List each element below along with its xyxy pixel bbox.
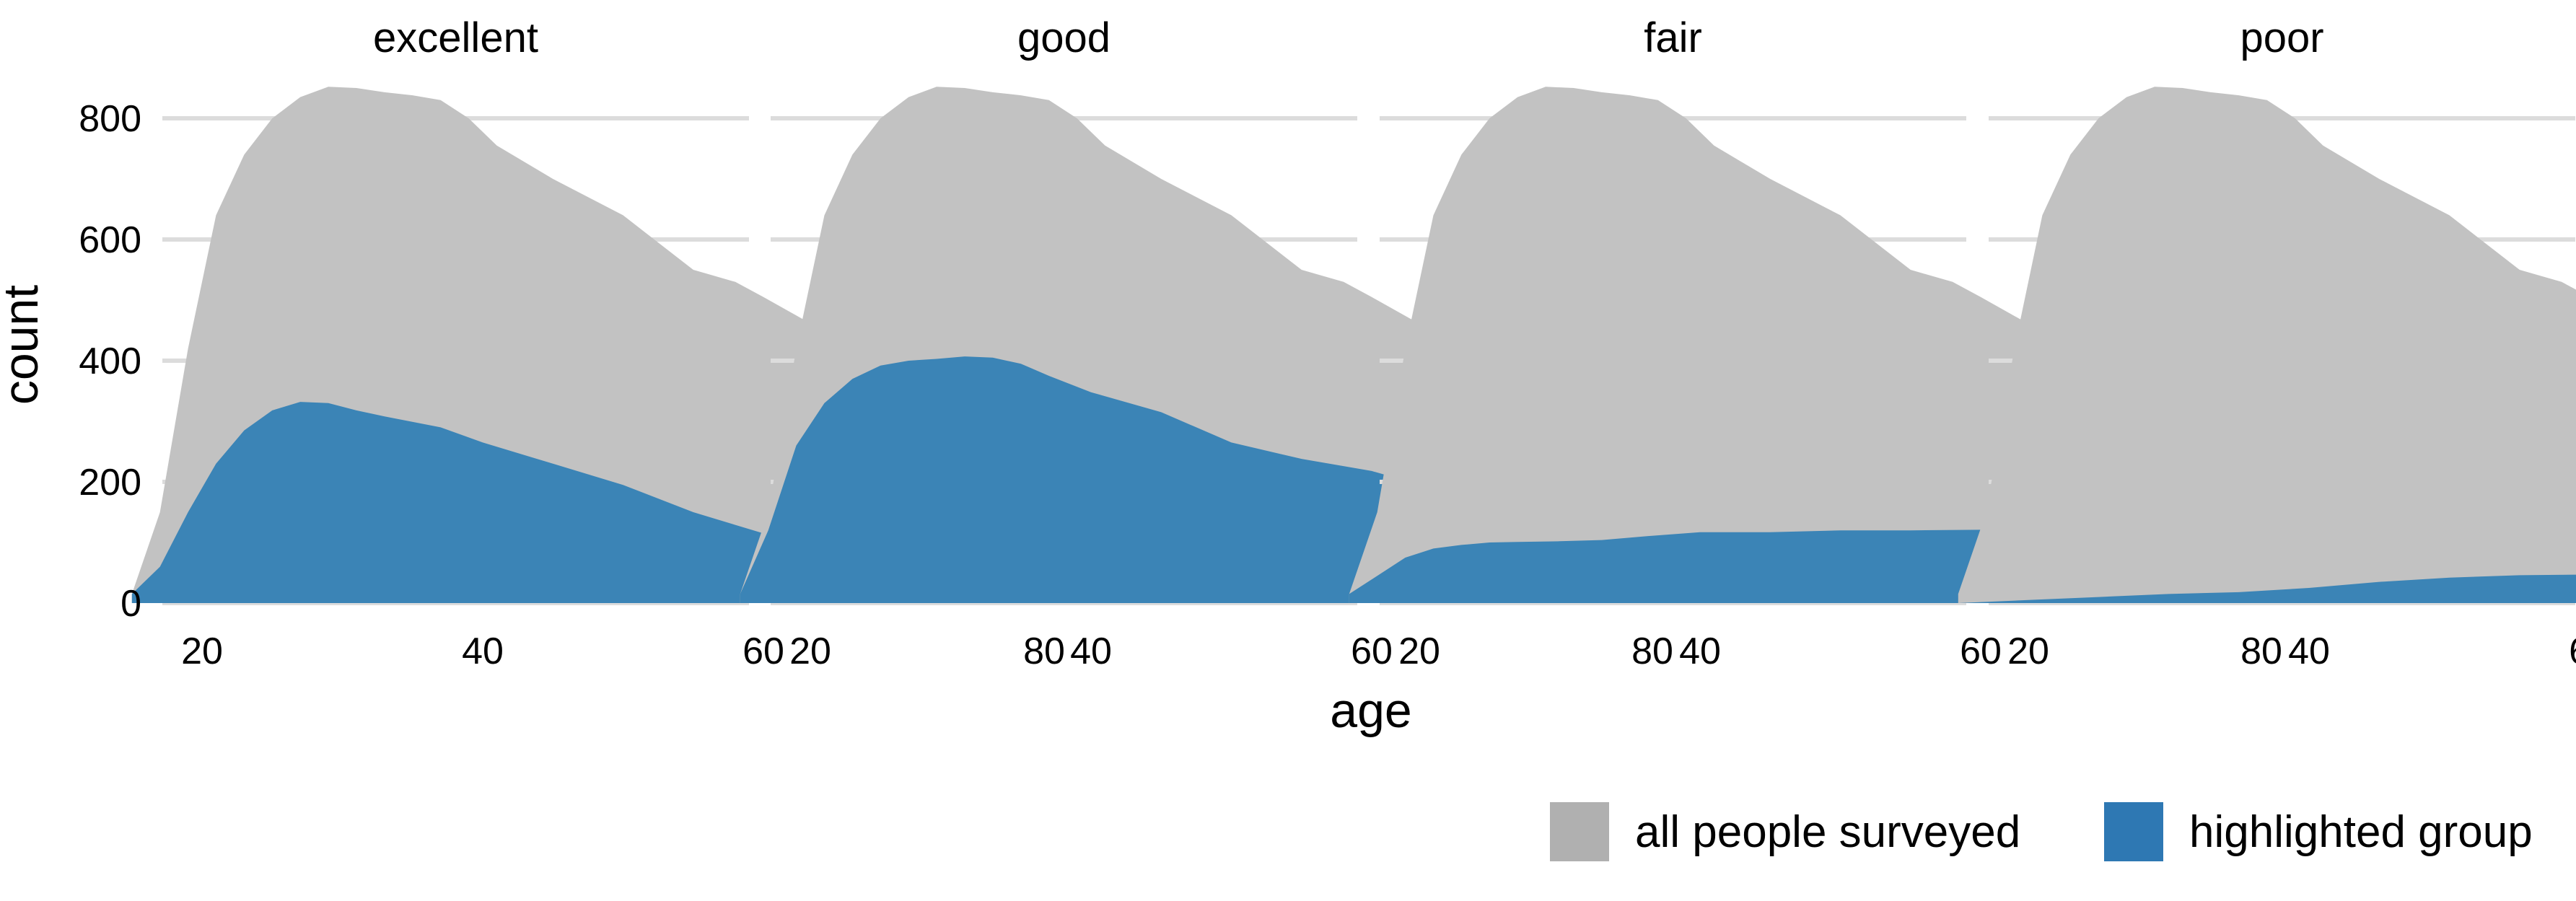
facet-title: good — [1017, 14, 1110, 61]
x-tick-label: 20 — [181, 630, 223, 672]
facet-title: fair — [1644, 14, 1702, 61]
y-tick-label: 200 — [79, 462, 141, 504]
legend-label-all-people: all people surveyed — [1635, 807, 2020, 857]
x-tick-label: 60 — [742, 630, 784, 672]
x-tick-label: 20 — [2007, 630, 2049, 672]
area-all-people-surveyed — [1958, 87, 2576, 603]
facet-title: poor — [2240, 14, 2323, 61]
legend-label-highlighted-group: highlighted group — [2189, 807, 2533, 857]
x-tick-label: 60 — [1960, 630, 2002, 672]
y-tick-label: 800 — [79, 98, 141, 140]
y-tick-label: 600 — [79, 219, 141, 261]
y-tick-label: 400 — [79, 340, 141, 382]
legend: all people surveyed highlighted group — [1550, 802, 2533, 861]
x-tick-label: 60 — [1351, 630, 1393, 672]
x-tick-label: 40 — [2288, 630, 2330, 672]
x-tick-label: 80 — [1631, 630, 1673, 672]
x-tick-label: 20 — [1398, 630, 1440, 672]
x-tick-label: 60 — [2569, 630, 2576, 672]
x-tick-label: 80 — [2240, 630, 2282, 672]
area-highlighted-group — [1958, 574, 2576, 603]
legend-swatch-all-people — [1550, 802, 1609, 861]
x-tick-label: 40 — [1070, 630, 1112, 672]
x-tick-label: 40 — [1679, 630, 1721, 672]
x-tick-label: 80 — [1023, 630, 1065, 672]
legend-swatch-highlighted-group — [2104, 802, 2163, 861]
x-tick-label: 20 — [789, 630, 831, 672]
y-axis-title: count — [0, 285, 48, 405]
facet-panel-poor: poor 20 40 60 80 — [1958, 14, 2576, 672]
x-axis-title: age — [1330, 683, 1411, 738]
y-tick-label: 0 — [121, 583, 141, 625]
area-highlighted-group — [131, 402, 1227, 603]
x-tick-label: 40 — [462, 630, 504, 672]
facet-title: excellent — [373, 14, 538, 61]
